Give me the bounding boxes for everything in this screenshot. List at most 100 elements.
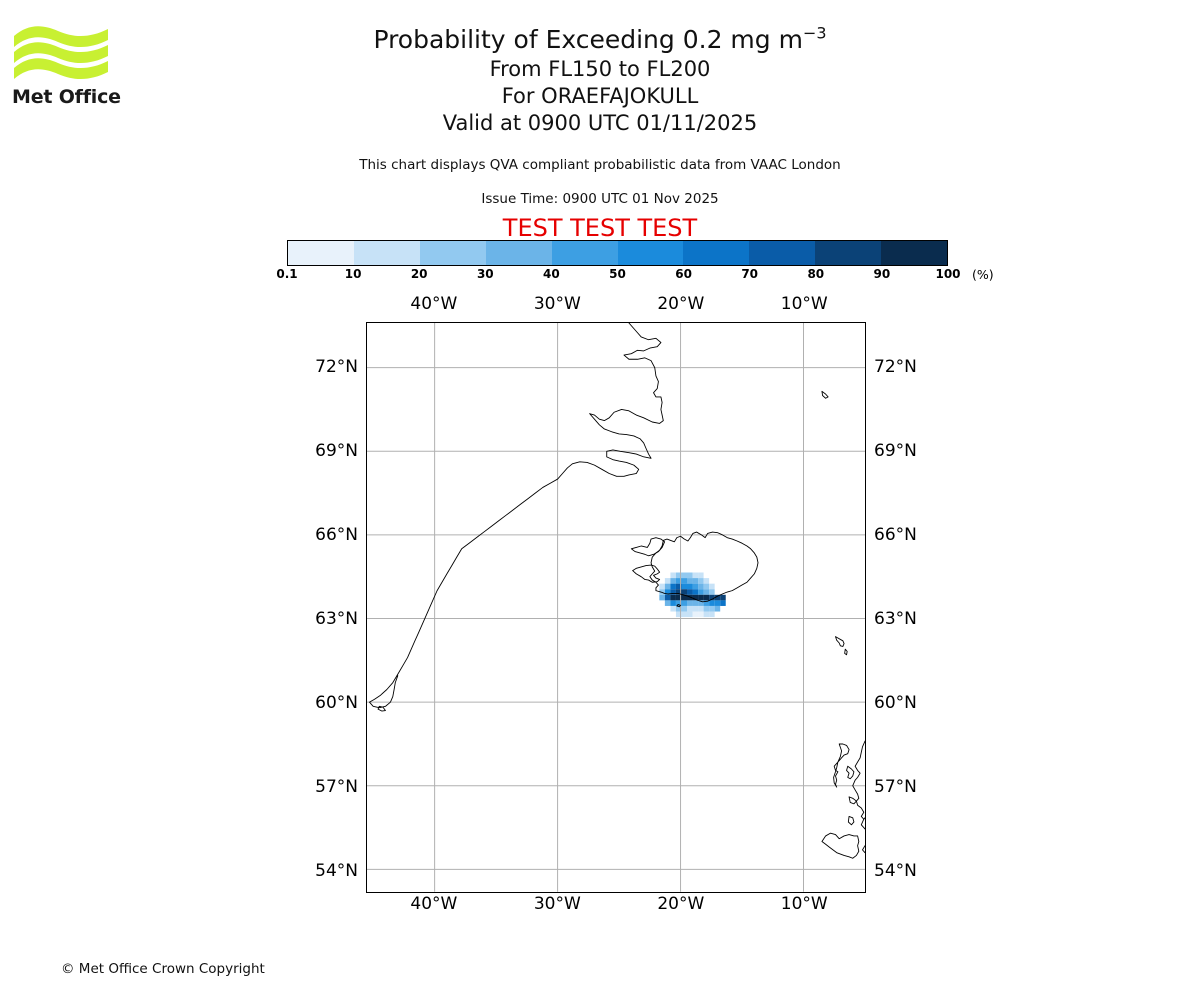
- ash-cell: [664, 600, 671, 606]
- coastline-segment: [369, 323, 664, 709]
- ash-cell: [681, 578, 688, 584]
- lon-label-top-20°W: 20°W: [657, 294, 705, 314]
- lat-label-right-60°N: 60°N: [874, 692, 917, 713]
- ash-cell: [681, 600, 688, 606]
- met-office-logo: Met Office: [12, 22, 132, 107]
- coastline-segment: [377, 705, 386, 712]
- coastline-segment: [630, 537, 666, 557]
- ash-cell: [675, 605, 682, 612]
- lat-label-left-57°N: 57°N: [315, 776, 358, 797]
- colorbar-segment-4: [551, 241, 618, 265]
- colorbar-tick-20: 20: [410, 267, 428, 281]
- colorbar-segment-8: [815, 241, 882, 265]
- ash-cell: [681, 605, 688, 612]
- ash-cell: [720, 594, 726, 601]
- ash-cell: [675, 589, 682, 595]
- ash-cell: [714, 600, 721, 606]
- title-valid-time: Valid at 0900 UTC 01/11/2025: [442, 111, 758, 135]
- ash-cell: [687, 589, 693, 595]
- issue-time-label: Issue Time: 0900 UTC 01 Nov 2025: [481, 191, 719, 207]
- ash-cell: [687, 583, 693, 590]
- ash-cell: [703, 589, 710, 595]
- ash-cell: [703, 583, 710, 590]
- lon-label-bottom-20°W: 20°W: [657, 894, 705, 914]
- colorbar-tick-70: 70: [741, 267, 759, 281]
- probability-colorbar: [287, 240, 948, 266]
- colorbar-segment-3: [485, 241, 552, 265]
- coastline-segment: [835, 636, 845, 647]
- ash-cell: [681, 583, 688, 590]
- ash-cell: [670, 589, 676, 595]
- coastline-segment: [649, 531, 759, 603]
- lat-label-right-69°N: 69°N: [874, 440, 917, 461]
- title-flight-levels: From FL150 to FL200: [489, 57, 711, 81]
- ash-cell: [698, 589, 704, 595]
- ash-cell: [664, 594, 671, 601]
- lat-label-right-72°N: 72°N: [874, 356, 917, 377]
- ash-cell: [709, 600, 715, 606]
- ash-cell: [714, 594, 721, 601]
- colorbar-segment-9: [881, 241, 948, 265]
- ash-cell: [659, 583, 665, 590]
- map-panel[interactable]: [366, 322, 866, 893]
- ash-cell: [687, 600, 693, 606]
- ash-cell: [709, 611, 715, 618]
- lat-label-left-60°N: 60°N: [315, 692, 358, 713]
- ash-cell: [698, 572, 704, 579]
- colorbar-tick-labels: 0.1 10 20 30 40 50 60 70 80 90 100: [276, 267, 960, 283]
- ash-cell: [698, 578, 704, 584]
- coastline-segment: [821, 390, 829, 399]
- ash-cell: [670, 578, 676, 584]
- page-title-exponent: −3: [802, 23, 827, 43]
- ash-cell: [670, 583, 676, 590]
- ash-cell: [675, 572, 682, 579]
- ash-cell: [687, 594, 693, 601]
- coastline-segment: [852, 740, 865, 820]
- colorbar-segment-6: [683, 241, 750, 265]
- colorbar-segment-1: [353, 241, 420, 265]
- colorbar-segment-0: [288, 241, 354, 265]
- colorbar-tick-0.1: 0.1: [276, 267, 298, 281]
- ash-cell: [659, 594, 665, 601]
- ash-cell: [692, 611, 699, 618]
- ash-cell: [675, 600, 682, 606]
- lon-label-bottom-30°W: 30°W: [533, 894, 581, 914]
- ash-cell: [714, 605, 721, 612]
- coastlines: [369, 323, 865, 859]
- lat-label-right-57°N: 57°N: [874, 776, 917, 797]
- ash-cell: [692, 600, 699, 606]
- colorbar-segment-7: [749, 241, 816, 265]
- coastline-segment: [821, 832, 860, 859]
- lat-label-right-63°N: 63°N: [874, 608, 917, 629]
- page-title-text: Probability of Exceeding 0.2 mg m: [373, 25, 803, 54]
- ash-cell: [692, 578, 699, 584]
- copyright-text: © Met Office Crown Copyright: [61, 961, 265, 977]
- ash-cell: [703, 594, 710, 601]
- ash-cell: [687, 578, 693, 584]
- ash-cell: [698, 594, 704, 601]
- colorbar-segment-2: [419, 241, 486, 265]
- ash-cell: [670, 600, 676, 606]
- lat-label-left-63°N: 63°N: [315, 608, 358, 629]
- lat-label-right-66°N: 66°N: [874, 524, 917, 545]
- lat-label-left-66°N: 66°N: [315, 524, 358, 545]
- ash-cell: [675, 578, 682, 584]
- ash-cell: [681, 589, 688, 595]
- colorbar-tick-10: 10: [344, 267, 362, 281]
- test-banner: TEST TEST TEST: [502, 214, 698, 242]
- ash-cell: [670, 594, 676, 601]
- ash-cell: [681, 594, 688, 601]
- ash-cell: [664, 589, 671, 595]
- title-volcano-name: For ORAEFAJOKULL: [501, 84, 699, 108]
- ash-cell: [692, 594, 699, 601]
- ash-cell: [703, 605, 710, 612]
- ash-cell: [692, 572, 699, 579]
- ash-cell: [709, 594, 715, 601]
- ash-cell: [675, 594, 682, 601]
- graticule-gridlines: [367, 323, 865, 892]
- ash-cell: [709, 583, 715, 590]
- lon-label-top-40°W: 40°W: [410, 294, 458, 314]
- lon-label-top-30°W: 30°W: [533, 294, 581, 314]
- coastline-segment: [676, 604, 681, 608]
